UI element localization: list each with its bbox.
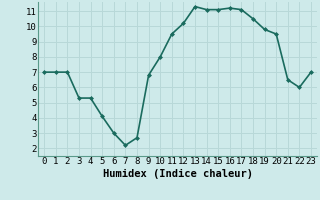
X-axis label: Humidex (Indice chaleur): Humidex (Indice chaleur) (103, 169, 252, 179)
